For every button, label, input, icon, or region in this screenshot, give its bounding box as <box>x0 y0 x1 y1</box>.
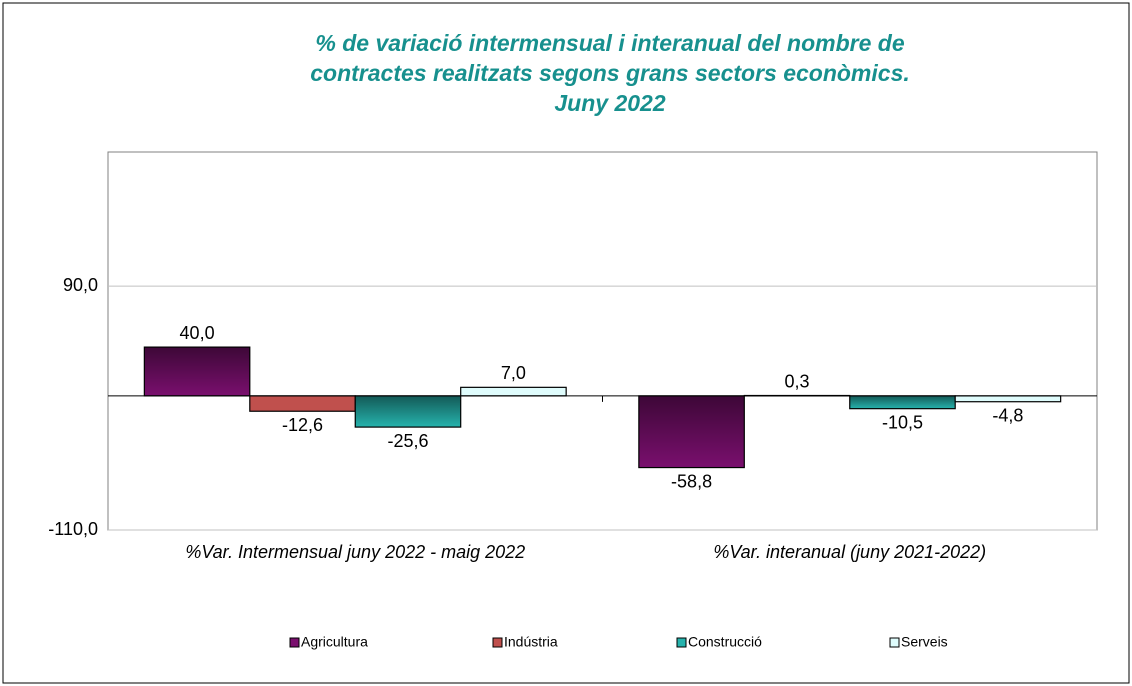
bar <box>460 386 567 397</box>
legend-swatch <box>492 637 503 648</box>
data-label: -12,6 <box>282 415 323 435</box>
bar <box>638 395 745 469</box>
legend-swatch <box>289 637 300 648</box>
data-label: -10,5 <box>882 412 923 432</box>
bar <box>354 395 462 428</box>
y-tick-label: 90,0 <box>63 275 98 295</box>
x-tick-label: %Var. interanual (juny 2021-2022) <box>713 542 986 562</box>
bar <box>249 395 356 412</box>
legend-label: Serveis <box>901 634 948 650</box>
data-label: -58,8 <box>671 471 712 491</box>
bar <box>954 395 1062 403</box>
data-label: -25,6 <box>387 431 428 451</box>
legend-swatch <box>676 637 687 648</box>
legend-label: Agricultura <box>301 634 368 650</box>
bar <box>849 395 956 410</box>
chart-title: Juny 2022 <box>554 90 665 116</box>
data-label: 40,0 <box>180 323 215 343</box>
legend-swatch <box>889 637 900 648</box>
bar <box>143 346 251 397</box>
legend-label: Indústria <box>504 634 558 650</box>
chart-title: % de variació intermensual i interanual … <box>315 30 904 56</box>
legend-label: Construcció <box>688 634 762 650</box>
plot-area <box>107 151 1098 531</box>
data-label: 0,3 <box>785 371 810 391</box>
chart-title: contractes realitzats segons grans secto… <box>310 60 910 86</box>
x-tick-label: %Var. Intermensual juny 2022 - maig 2022 <box>185 542 525 562</box>
y-tick-label: -110,0 <box>48 519 98 539</box>
data-label: -4,8 <box>992 405 1023 425</box>
data-label: 7,0 <box>501 363 526 383</box>
